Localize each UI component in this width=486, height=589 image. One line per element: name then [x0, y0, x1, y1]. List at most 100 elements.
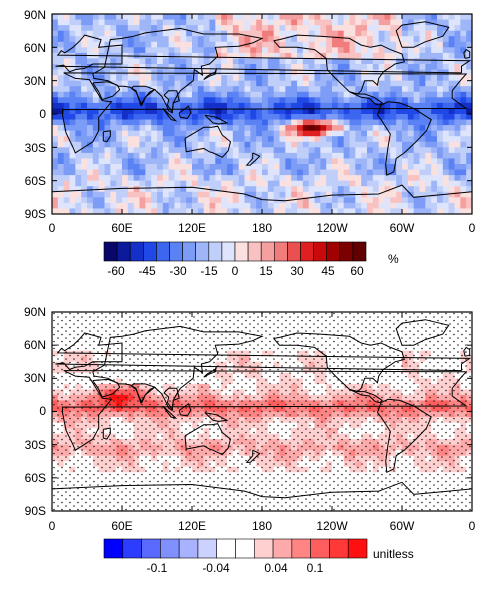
heatmap-cell: [344, 203, 350, 209]
colorbar-tick-label: 0: [232, 264, 239, 278]
heatmap-cell: [455, 42, 461, 48]
heatmap-cell: [122, 186, 128, 192]
heatmap-cell: [180, 158, 186, 164]
heatmap-cell: [315, 20, 321, 26]
heatmap-cell: [408, 92, 414, 98]
heatmap-cell: [81, 25, 87, 31]
heatmap-cell: [460, 42, 466, 48]
heatmap-cell: [93, 153, 99, 159]
heatmap-cell: [315, 14, 321, 20]
heatmap-cell: [134, 114, 140, 120]
heatmap-cell: [157, 14, 163, 20]
heatmap-cell: [87, 47, 93, 53]
heatmap-cell: [280, 75, 286, 81]
heatmap-cell: [449, 203, 455, 209]
heatmap-cell: [344, 36, 350, 42]
heatmap-cell: [326, 108, 332, 114]
heatmap-cell: [425, 136, 431, 142]
heatmap-cell: [116, 153, 122, 159]
heatmap-cell: [93, 170, 99, 176]
heatmap-cell: [373, 31, 379, 37]
heatmap-cell: [93, 197, 99, 203]
heatmap-cell: [361, 70, 367, 76]
heatmap-cell: [122, 14, 128, 20]
heatmap-cell: [431, 131, 437, 137]
heatmap-cell: [140, 142, 146, 148]
heatmap-cell: [367, 25, 373, 31]
heatmap-cell: [455, 47, 461, 53]
heatmap-cell: [128, 186, 134, 192]
heatmap-cell: [140, 170, 146, 176]
heatmap-cell: [81, 131, 87, 137]
heatmap-cell: [233, 131, 239, 137]
heatmap-cell: [379, 164, 385, 170]
heatmap-cell: [198, 175, 204, 181]
heatmap-cell: [402, 47, 408, 53]
heatmap-cell: [425, 47, 431, 53]
heatmap-cell: [233, 36, 239, 42]
heatmap-cell: [105, 192, 111, 198]
heatmap-cell: [268, 86, 274, 92]
x-tick-label: 180: [252, 221, 272, 235]
heatmap-cell: [210, 197, 216, 203]
heatmap-cell: [145, 120, 151, 126]
heatmap-cell: [460, 136, 466, 142]
heatmap-cell: [431, 142, 437, 148]
heatmap-cell: [110, 181, 116, 187]
heatmap-cell: [361, 103, 367, 109]
heatmap-cell: [227, 203, 233, 209]
heatmap-cell: [367, 81, 373, 87]
heatmap-cell: [215, 20, 221, 26]
colorbar-swatch: [143, 242, 156, 261]
heatmap-cell: [221, 25, 227, 31]
heatmap-cell: [414, 25, 420, 31]
heatmap-cell: [116, 97, 122, 103]
heatmap-cell: [326, 203, 332, 209]
heatmap-cell: [75, 131, 81, 137]
heatmap-cell: [396, 86, 402, 92]
heatmap-cell: [320, 20, 326, 26]
heatmap-cell: [420, 75, 426, 81]
heatmap-cell: [297, 175, 303, 181]
heatmap-cell: [175, 192, 181, 198]
heatmap-cell: [180, 136, 186, 142]
panel-top: 90N 60N 30N 0 30S 60S 90S 0 60E 120E 180…: [24, 8, 476, 278]
heatmap-cell: [110, 75, 116, 81]
heatmap-cell: [460, 108, 466, 114]
heatmap-cell: [128, 47, 134, 53]
heatmap-cell: [145, 203, 151, 209]
heatmap-cell: [221, 58, 227, 64]
heatmap-cell: [350, 147, 356, 153]
heatmap-cell: [157, 114, 163, 120]
heatmap-cell: [75, 25, 81, 31]
heatmap-cell: [52, 70, 58, 76]
heatmap-cell: [431, 181, 437, 187]
heatmap-cell: [52, 136, 58, 142]
heatmap-cell: [367, 70, 373, 76]
heatmap-cell: [320, 75, 326, 81]
heatmap-cell: [163, 175, 169, 181]
heatmap-cell: [338, 42, 344, 48]
heatmap-cell: [390, 108, 396, 114]
heatmap-cell: [268, 131, 274, 137]
heatmap-cell: [455, 186, 461, 192]
heatmap-cell: [291, 36, 297, 42]
heatmap-cell: [52, 58, 58, 64]
heatmap-cell: [116, 170, 122, 176]
heatmap-cell: [87, 158, 93, 164]
heatmap-cell: [262, 103, 268, 109]
heatmap-cell: [192, 142, 198, 148]
heatmap-cell: [70, 181, 76, 187]
heatmap-cell: [110, 14, 116, 20]
heatmap-cell: [233, 186, 239, 192]
heatmap-cell: [350, 114, 356, 120]
heatmap-cell: [414, 86, 420, 92]
heatmap-cell: [262, 142, 268, 148]
heatmap-cell: [151, 158, 157, 164]
heatmap-cell: [157, 58, 163, 64]
heatmap-cell: [414, 131, 420, 137]
heatmap-cell: [93, 192, 99, 198]
heatmap-cell: [303, 192, 309, 198]
heatmap-cell: [87, 114, 93, 120]
heatmap-cell: [145, 153, 151, 159]
